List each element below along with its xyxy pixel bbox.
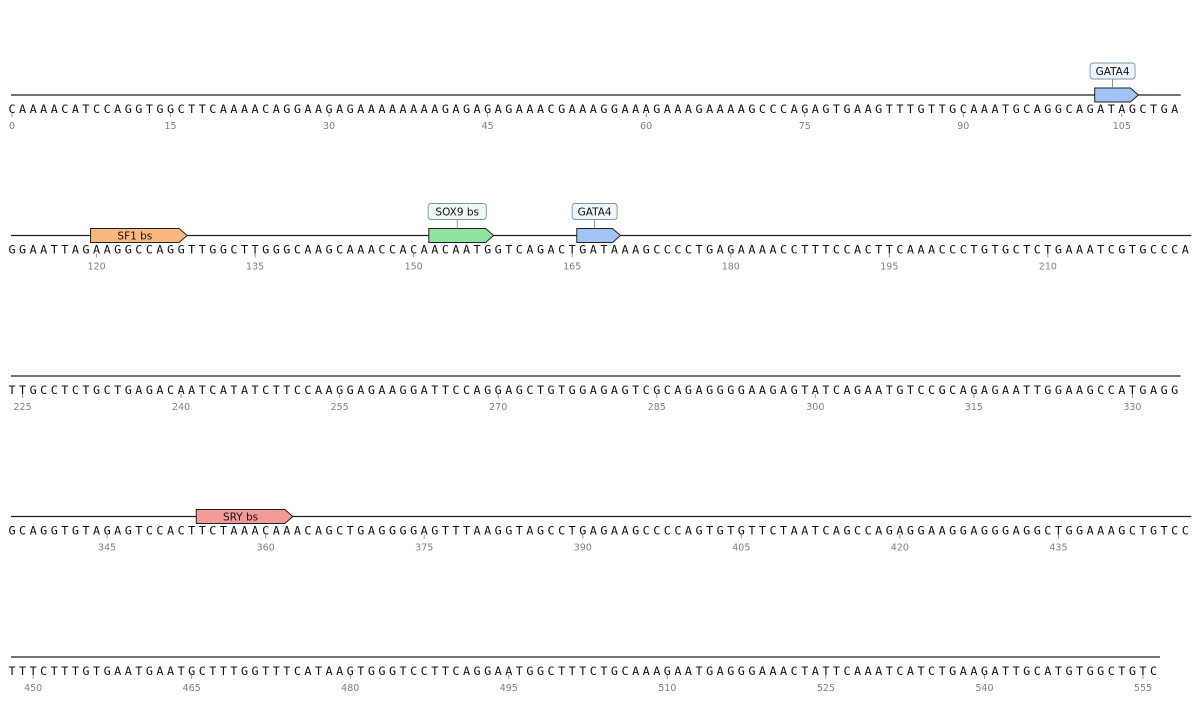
position-tick-label: 105 xyxy=(1113,121,1131,132)
feature-gata4[interactable]: GATA4 xyxy=(1089,62,1140,103)
position-tick-label: 255 xyxy=(331,402,349,413)
position-tick-label: 525 xyxy=(817,683,835,694)
position-tick-label: 30 xyxy=(323,121,335,132)
position-tick-label: 60 xyxy=(640,121,652,132)
feature-label: SOX9 bs xyxy=(435,207,479,219)
feature-arrow[interactable] xyxy=(90,228,188,243)
position-tick-label: 180 xyxy=(722,262,740,273)
feature-sf1-bs[interactable]: SF1 bs xyxy=(90,228,188,243)
feature-label: SRY bs xyxy=(223,512,258,524)
feature-label: GATA4 xyxy=(1096,66,1130,78)
position-tick-label: 285 xyxy=(648,402,666,413)
position-tick-label: 315 xyxy=(965,402,983,413)
position-tick-label: 0 xyxy=(9,121,15,132)
position-tick-label: 405 xyxy=(732,543,750,554)
position-tick-label: 435 xyxy=(1049,543,1067,554)
feature-sry-bs[interactable]: SRY bs xyxy=(195,509,294,524)
position-tick-label: 375 xyxy=(415,543,433,554)
position-tick-label: 240 xyxy=(172,402,190,413)
position-tick-label: 15 xyxy=(165,121,177,132)
feature-arrow[interactable] xyxy=(195,509,294,524)
position-tick-label: 420 xyxy=(891,543,909,554)
position-tick-label: 300 xyxy=(806,402,824,413)
callout-box xyxy=(571,203,618,220)
position-tick-label: 270 xyxy=(489,402,507,413)
position-tick-label: 360 xyxy=(257,543,275,554)
position-tick-label: 480 xyxy=(341,683,359,694)
position-tick-label: 165 xyxy=(563,262,581,273)
position-tick-label: 330 xyxy=(1123,402,1141,413)
position-tick-label: 150 xyxy=(405,262,423,273)
feature-arrow[interactable] xyxy=(1094,87,1140,103)
position-tick-label: 390 xyxy=(574,543,592,554)
position-tick-label: 540 xyxy=(975,683,993,694)
position-tick-label: 135 xyxy=(246,262,264,273)
callout-box xyxy=(427,203,487,220)
position-tick-label: 345 xyxy=(98,543,116,554)
position-tick-label: 495 xyxy=(500,683,518,694)
feature-arrow[interactable] xyxy=(428,228,495,243)
feature-arrow[interactable] xyxy=(576,228,622,243)
position-tick-label: 465 xyxy=(183,683,201,694)
position-tick-label: 510 xyxy=(658,683,676,694)
position-tick-label: 450 xyxy=(24,683,42,694)
position-tick-label: 75 xyxy=(799,121,811,132)
position-tick-label: 555 xyxy=(1134,683,1152,694)
position-tick-label: 210 xyxy=(1039,262,1057,273)
feature-label: SF1 bs xyxy=(117,231,152,243)
feature-gata4[interactable]: GATA4 xyxy=(571,203,622,243)
feature-sox9-bs[interactable]: SOX9 bs xyxy=(427,203,495,243)
position-tick-label: 45 xyxy=(482,121,494,132)
feature-label: GATA4 xyxy=(578,207,612,219)
position-tick-label: 90 xyxy=(957,121,969,132)
callout-box xyxy=(1089,62,1136,80)
position-tick-label: 225 xyxy=(13,402,31,413)
position-tick-label: 195 xyxy=(880,262,898,273)
position-tick-label: 120 xyxy=(87,262,105,273)
